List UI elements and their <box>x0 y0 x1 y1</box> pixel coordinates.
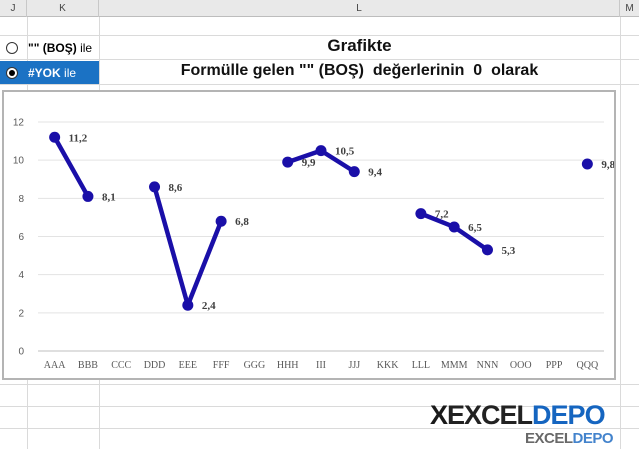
column-header-l[interactable]: L <box>99 0 620 17</box>
y-tick-label: 6 <box>18 232 24 243</box>
grid-line <box>620 17 621 449</box>
grid-line <box>0 428 639 429</box>
data-label: 9,9 <box>302 157 316 169</box>
data-label: 6,5 <box>468 222 482 234</box>
data-label: 2,4 <box>202 300 216 312</box>
data-label: 5,3 <box>501 245 515 257</box>
data-label: 6,8 <box>235 216 249 228</box>
data-point-marker <box>415 208 427 220</box>
data-point-marker <box>348 166 360 178</box>
y-tick-label: 2 <box>18 308 24 319</box>
grid-line <box>0 35 639 36</box>
data-point-marker <box>215 215 227 227</box>
data-point-marker <box>581 158 593 170</box>
data-point-marker <box>481 244 493 256</box>
x-tick-label: OOO <box>510 360 532 371</box>
option-bos-label: "" (BOŞ) ile <box>28 40 93 55</box>
x-tick-label: LLL <box>412 360 430 371</box>
x-tick-label: CCC <box>111 360 131 371</box>
x-tick-label: GGG <box>244 360 266 371</box>
data-label: 9,4 <box>368 167 382 179</box>
option-yok-label: #YOK ile <box>28 65 77 80</box>
series-line-segment <box>285 148 324 165</box>
data-point-marker <box>82 190 94 202</box>
series-line-segment <box>152 184 191 308</box>
grid-line <box>0 59 639 60</box>
logo-main-text: XEXCELDEPO <box>430 400 606 430</box>
radio-circle-icon[interactable] <box>6 41 18 54</box>
heading-line-1: Grafikte <box>327 36 392 55</box>
x-tick-label: BBB <box>78 360 98 371</box>
y-tick-label: 8 <box>18 194 24 205</box>
series-line-segment <box>318 148 357 174</box>
x-tick-label: EEE <box>179 360 197 371</box>
y-tick-label: 0 <box>18 347 24 358</box>
x-tick-label: QQQ <box>577 360 599 371</box>
x-tick-label: NNN <box>477 360 499 371</box>
column-header-j[interactable]: J <box>0 0 27 17</box>
data-point-marker <box>49 131 61 143</box>
y-tick-label: 10 <box>13 156 25 167</box>
data-label: 11,2 <box>69 132 88 144</box>
series-line-segment <box>451 224 490 253</box>
series-line-segment <box>52 135 91 199</box>
logo-watermark-text: EXCELDEPO <box>525 430 614 447</box>
grid-line <box>0 84 639 85</box>
data-label: 7,2 <box>435 209 449 221</box>
option-yok[interactable]: #YOK ile <box>0 61 99 84</box>
x-tick-label: III <box>316 360 326 371</box>
grid-line <box>0 384 639 385</box>
x-tick-label: FFF <box>213 360 230 371</box>
line-chart: 0 2 4 6 8 10 12 AAA BBB CCC DDD EEE FFF GGG HHH III JJJ K… <box>13 118 614 372</box>
data-label: 8,1 <box>102 191 116 203</box>
x-tick-label: DDD <box>144 360 166 371</box>
x-tick-label: PPP <box>546 360 563 371</box>
x-tick-label: KKK <box>377 360 399 371</box>
x-tick-label: JJJ <box>348 360 360 371</box>
data-label: 9,8 <box>601 159 614 171</box>
data-point-marker <box>315 145 327 157</box>
data-label: 8,6 <box>169 182 183 194</box>
radio-checked-icon[interactable] <box>6 66 18 79</box>
x-tick-label: AAA <box>44 360 66 371</box>
data-point-marker <box>182 299 194 311</box>
data-point-marker <box>149 181 161 193</box>
chart-area[interactable]: 0 2 4 6 8 10 12 AAA BBB CCC DDD EEE FFF GGG HHH III JJJ K… <box>2 90 616 380</box>
data-point-marker <box>448 221 460 233</box>
x-tick-label: MMM <box>441 360 468 371</box>
column-header-k[interactable]: K <box>27 0 99 17</box>
series-line-segment <box>185 218 224 308</box>
data-label: 10,5 <box>335 146 355 158</box>
data-point-marker <box>282 156 294 168</box>
y-tick-label: 4 <box>18 270 24 281</box>
heading-line-2: Formülle gelen "" (BOŞ) değerlerinin 0 o… <box>180 62 539 79</box>
option-bos[interactable]: "" (BOŞ) ile <box>0 36 99 59</box>
column-header-bar: J K L M <box>0 0 639 17</box>
series-line-segment <box>418 211 457 230</box>
x-tick-label: HHH <box>277 360 299 371</box>
exceldepo-logo: XEXCELDEPO EXCELDEPO <box>430 400 635 448</box>
column-header-m[interactable]: M <box>625 3 634 14</box>
grid-line <box>0 406 639 407</box>
y-tick-label: 12 <box>13 118 25 129</box>
